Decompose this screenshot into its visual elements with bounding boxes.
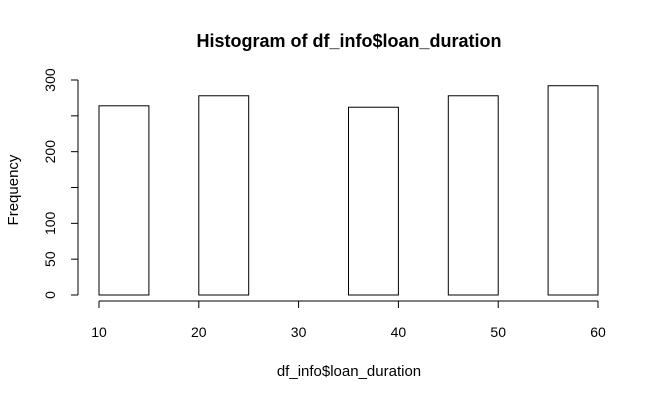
x-tick-label: 40 xyxy=(391,324,407,340)
y-tick-label: 50 xyxy=(42,251,58,267)
histogram-bar xyxy=(198,95,250,296)
y-axis-label: Frequency xyxy=(5,154,22,225)
histogram-bar xyxy=(98,105,150,296)
x-tick-label: 50 xyxy=(490,324,506,340)
x-axis-label: df_info$loan_duration xyxy=(277,363,421,380)
histogram-bar xyxy=(447,95,499,296)
histogram-bar xyxy=(547,85,599,296)
bars-group xyxy=(98,85,599,296)
y-axis: 0 50 100 200 300 xyxy=(42,68,79,299)
histogram-bar xyxy=(348,106,399,296)
y-tick-label: 0 xyxy=(42,291,58,299)
x-tick-label: 30 xyxy=(291,324,307,340)
y-tick-label: 200 xyxy=(42,140,58,164)
x-tick-label: 10 xyxy=(91,324,107,340)
chart-title: Histogram of df_info$loan_duration xyxy=(196,31,501,51)
x-tick-label: 60 xyxy=(590,324,606,340)
y-tick-label: 100 xyxy=(42,211,58,235)
x-axis: 10 20 30 40 50 60 xyxy=(91,300,606,340)
y-tick-label: 300 xyxy=(42,68,58,92)
x-tick-label: 20 xyxy=(191,324,207,340)
